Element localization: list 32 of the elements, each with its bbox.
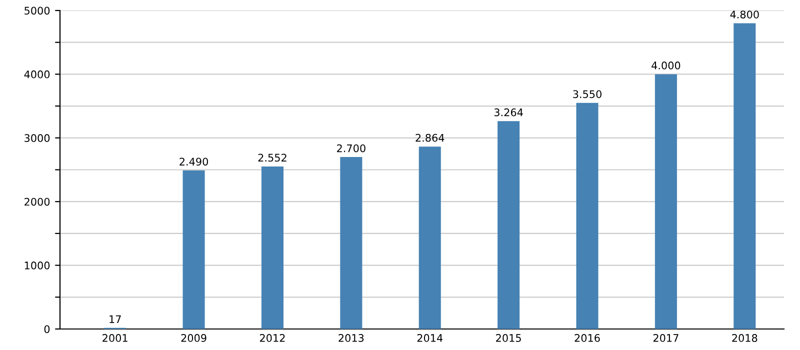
bar xyxy=(340,157,362,329)
y-tick-label: 2000 xyxy=(24,198,50,206)
bar xyxy=(654,74,677,329)
x-tick-label: 2014 xyxy=(417,334,443,342)
x-tick-label: 2013 xyxy=(338,334,364,342)
y-tick-label: 1000 xyxy=(24,262,50,270)
data-label: 3.264 xyxy=(494,108,523,116)
data-label: 2.552 xyxy=(258,154,286,162)
data-label: 4.000 xyxy=(652,62,680,70)
x-tick-label: 2016 xyxy=(574,334,600,342)
y-tick-label: 3000 xyxy=(24,134,50,142)
bar xyxy=(182,170,205,329)
data-label: 3.550 xyxy=(573,90,602,98)
x-tick-label: 2001 xyxy=(102,334,128,342)
data-label: 4.800 xyxy=(730,10,759,18)
data-label: 17 xyxy=(110,315,121,323)
x-tick-label: 2018 xyxy=(732,334,758,342)
bar xyxy=(734,23,756,329)
data-label: 2.490 xyxy=(180,158,208,166)
y-tick-label: 0 xyxy=(44,325,50,334)
x-tick-label: 2017 xyxy=(653,334,678,342)
x-tick-label: 2012 xyxy=(260,334,285,342)
y-tick-label: 4000 xyxy=(24,70,50,78)
y-tick-label: 5000 xyxy=(24,6,50,15)
x-tick-label: 2009 xyxy=(181,334,206,342)
data-label: 2.700 xyxy=(337,144,366,152)
x-tick-label: 2015 xyxy=(496,334,521,342)
bar xyxy=(418,146,441,329)
bar xyxy=(498,121,520,329)
bar xyxy=(576,102,598,329)
data-label: 2.864 xyxy=(416,134,444,142)
bar xyxy=(261,166,284,329)
